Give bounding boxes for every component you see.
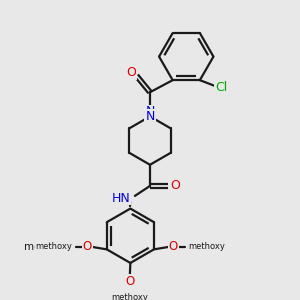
Text: O: O — [170, 179, 180, 192]
Text: O: O — [126, 66, 136, 79]
Text: methoxy: methoxy — [35, 242, 72, 251]
Text: O: O — [83, 241, 92, 254]
Text: methoxy: methoxy — [189, 242, 226, 251]
Text: O: O — [125, 274, 134, 288]
Text: N: N — [145, 110, 155, 123]
Text: O: O — [169, 241, 178, 254]
Text: methoxy: methoxy — [24, 242, 70, 252]
Text: Cl: Cl — [215, 81, 227, 94]
Text: N: N — [145, 105, 155, 119]
Text: HN: HN — [112, 191, 130, 205]
Text: methoxy: methoxy — [111, 292, 148, 300]
